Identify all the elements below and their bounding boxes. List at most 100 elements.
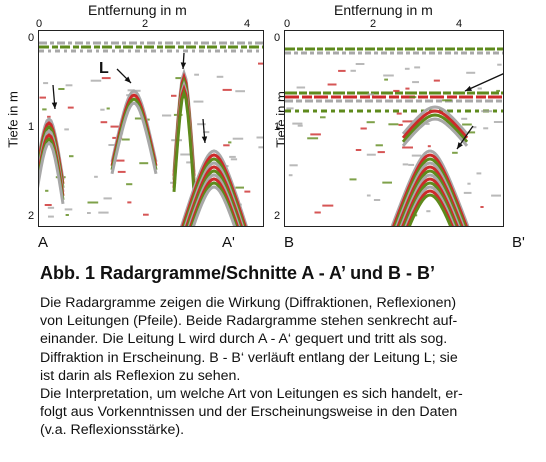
x-tick: 2 [142, 18, 149, 30]
diffraction-hyperbola [406, 189, 454, 226]
noise-speck [402, 146, 413, 149]
x-axis-label: Entfernung in m [88, 2, 187, 18]
diffraction-hyperbola [187, 173, 241, 226]
noise-speck [244, 190, 251, 193]
noise-speck [186, 161, 195, 164]
noise-speck [366, 194, 371, 197]
x-axis-label: Entfernung in m [334, 2, 433, 18]
profile-end-label: A' [222, 234, 235, 251]
noise-speck [496, 89, 500, 92]
noise-speck [146, 118, 150, 121]
arrow-head [124, 76, 131, 83]
noise-speck [382, 181, 392, 184]
noise-speck [98, 211, 109, 214]
diffraction-hyperbola [407, 193, 453, 226]
noise-speck [216, 75, 224, 78]
noise-speck [100, 121, 108, 124]
noise-speck [45, 189, 49, 192]
noise-speck [258, 62, 263, 65]
noise-speck [472, 126, 477, 129]
y-tick: 1 [274, 121, 281, 133]
diffraction-hyperbola [402, 181, 458, 226]
noise-speck [388, 123, 399, 126]
pipe-label: L [99, 60, 109, 77]
diffraction-hyperbola [401, 105, 469, 135]
noise-speck [314, 211, 321, 214]
noise-speck [194, 73, 199, 76]
noise-speck [476, 172, 482, 175]
noise-speck [349, 178, 357, 181]
noise-speck [65, 84, 73, 87]
noise-speck [203, 131, 210, 134]
noise-speck [117, 170, 126, 173]
arrow-head [465, 85, 472, 91]
noise-speck [310, 133, 321, 136]
noise-speck [139, 162, 149, 165]
diffraction-hyperbola [399, 173, 461, 226]
body-line: ist darin als Reflexion zu sehen. [40, 367, 241, 384]
noise-speck [414, 66, 421, 69]
diffraction-hyperbola [189, 177, 239, 226]
noise-speck [452, 151, 458, 154]
noise-speck [480, 206, 484, 208]
noise-speck [322, 204, 334, 207]
x-tick: 4 [244, 18, 251, 30]
noise-speck [235, 90, 245, 93]
noise-speck [286, 107, 294, 110]
body-line: einander. Die Leitung L wird durch A - A… [40, 331, 448, 348]
noise-speck [497, 63, 502, 66]
noise-speck [127, 89, 135, 92]
diffraction-hyperbola [190, 181, 238, 226]
noise-speck [180, 153, 191, 156]
noise-speck [127, 201, 132, 204]
figure-caption: Abb. 1 Radargramme/Schnitte A - A’ und B… [40, 263, 436, 283]
diffraction-hyperbola [401, 113, 469, 143]
noise-speck [90, 79, 102, 82]
body-line: Die Radargramme zeigen die Wirkung (Diff… [40, 295, 457, 311]
noise-speck [65, 214, 69, 216]
noise-speck [64, 128, 69, 131]
arrow-head [51, 102, 58, 109]
noise-speck [43, 82, 49, 85]
noise-speck [338, 69, 346, 72]
diffraction-hyperbola [401, 117, 469, 147]
noise-speck [412, 81, 419, 84]
y-axis-label: Tiefe in m [5, 91, 21, 148]
noise-speck [404, 67, 410, 70]
noise-speck [193, 100, 204, 103]
noise-speck [350, 69, 356, 72]
noise-speck [47, 115, 51, 118]
arrow-shaft [464, 73, 503, 92]
noise-speck [228, 141, 232, 144]
noise-speck [134, 117, 146, 120]
noise-speck [225, 165, 229, 168]
noise-speck [67, 106, 74, 109]
noise-speck [426, 210, 431, 213]
noise-speck [360, 127, 367, 130]
y-tick: 1 [28, 121, 35, 133]
noise-speck [463, 191, 472, 194]
noise-speck [355, 63, 365, 65]
arrow-head [201, 136, 208, 143]
diffraction-hyperbola [182, 157, 246, 226]
body-line: Die Interpretation, um welche Art von Le… [40, 386, 463, 403]
noise-speck [405, 87, 410, 90]
noise-speck [101, 77, 111, 80]
radargram-panel-a: Entfernung in m 0 2 4 Tiefe in m 0 1 2 L… [0, 0, 270, 262]
y-tick: 2 [28, 210, 35, 222]
y-tick: 0 [274, 32, 281, 44]
noise-speck [126, 183, 133, 186]
noise-speck [94, 175, 98, 178]
noise-speck [477, 87, 482, 90]
noise-speck [377, 151, 385, 154]
noise-speck [307, 137, 319, 140]
noise-speck [232, 137, 244, 140]
noise-speck [197, 123, 206, 126]
noise-speck [116, 159, 125, 162]
radargram-a: L [38, 30, 264, 227]
noise-speck [433, 79, 440, 82]
noise-speck [256, 136, 263, 139]
diffraction-hyperbola [172, 88, 196, 193]
diffraction-hyperbola [401, 177, 459, 226]
noise-speck [466, 71, 476, 74]
